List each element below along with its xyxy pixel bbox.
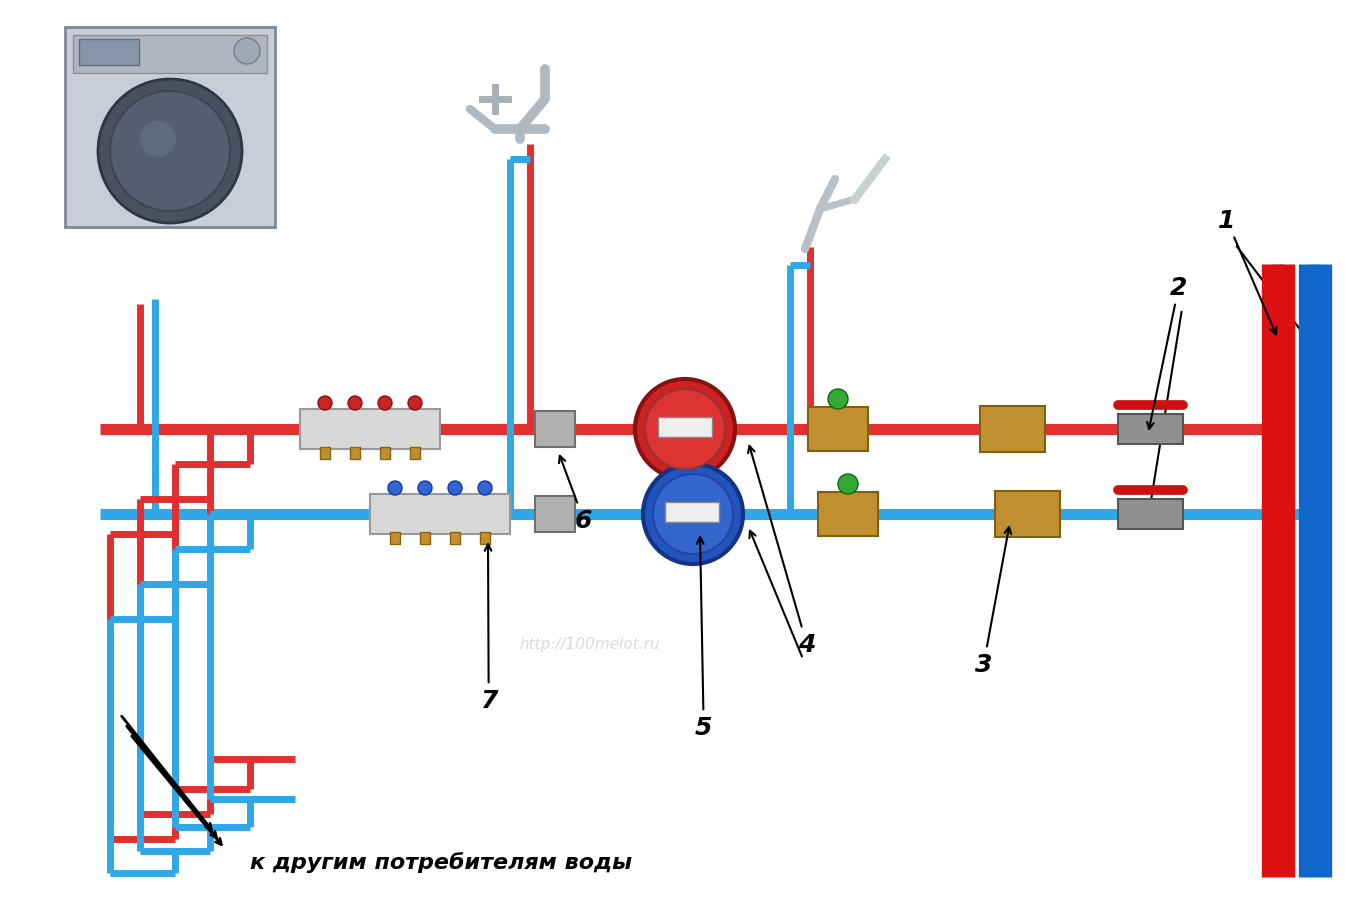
Bar bbox=[535, 412, 576, 448]
Bar bbox=[1118, 499, 1184, 529]
Circle shape bbox=[234, 39, 260, 65]
Bar bbox=[818, 492, 878, 536]
Circle shape bbox=[646, 389, 725, 470]
Circle shape bbox=[110, 92, 230, 212]
Bar bbox=[300, 410, 440, 450]
Bar bbox=[995, 491, 1060, 537]
Circle shape bbox=[98, 79, 242, 224]
Bar bbox=[381, 448, 390, 460]
Circle shape bbox=[654, 474, 733, 554]
Text: 5: 5 bbox=[695, 537, 713, 740]
Bar bbox=[451, 533, 460, 545]
Bar bbox=[535, 497, 576, 533]
Circle shape bbox=[317, 396, 332, 411]
Bar bbox=[1118, 414, 1184, 444]
Bar bbox=[390, 533, 399, 545]
Circle shape bbox=[387, 481, 402, 496]
Text: 6: 6 bbox=[560, 456, 592, 533]
Text: 4: 4 bbox=[748, 446, 815, 656]
Circle shape bbox=[408, 396, 422, 411]
Circle shape bbox=[378, 396, 391, 411]
Circle shape bbox=[643, 464, 742, 564]
Bar bbox=[370, 495, 510, 535]
Bar bbox=[410, 448, 420, 460]
Circle shape bbox=[418, 481, 432, 496]
Bar bbox=[350, 448, 360, 460]
Bar bbox=[79, 40, 139, 66]
Circle shape bbox=[477, 481, 492, 496]
Bar bbox=[658, 417, 712, 438]
Bar bbox=[420, 533, 430, 545]
Text: 2: 2 bbox=[1147, 275, 1188, 430]
Circle shape bbox=[140, 122, 176, 158]
Circle shape bbox=[829, 389, 847, 410]
Circle shape bbox=[448, 481, 461, 496]
Bar bbox=[981, 406, 1045, 452]
Bar bbox=[808, 407, 868, 452]
Circle shape bbox=[635, 379, 734, 479]
Text: 1: 1 bbox=[1219, 209, 1276, 335]
Text: к другим потребителям воды: к другим потребителям воды bbox=[250, 852, 632, 872]
Bar bbox=[480, 533, 490, 545]
Bar bbox=[320, 448, 330, 460]
Bar bbox=[73, 36, 268, 74]
Bar bbox=[664, 502, 720, 523]
Circle shape bbox=[838, 474, 858, 495]
Text: http://100melot.ru: http://100melot.ru bbox=[519, 637, 660, 652]
Circle shape bbox=[348, 396, 362, 411]
Bar bbox=[65, 28, 274, 228]
Text: 7: 7 bbox=[480, 545, 498, 712]
Text: 3: 3 bbox=[975, 527, 1011, 676]
